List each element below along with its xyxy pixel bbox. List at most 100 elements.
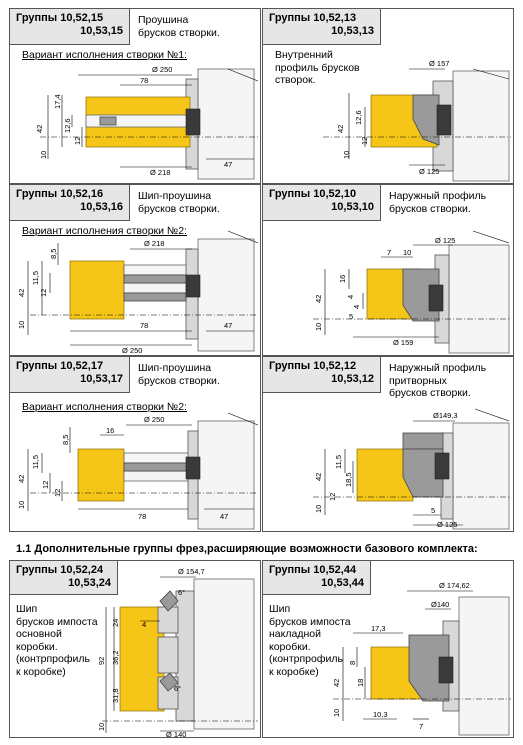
dim-h-d: 5: [349, 312, 353, 321]
dim-h-base: 10: [342, 151, 351, 159]
dim-h-d: 4: [142, 620, 146, 629]
panel-10-52-16: Группы 10,52,16 10,53,16 Шип-проушина бр…: [9, 184, 261, 356]
dim-d-top: Ø 157: [429, 59, 449, 68]
panel-title-line1: Группы 10,52,15: [16, 12, 104, 24]
panel-10-52-10: Группы 10,52,10 10,53,10 Наружный профил…: [262, 184, 514, 356]
dim-h-b: 36,2: [111, 650, 120, 665]
dim-d-bot: Ø 125: [437, 520, 457, 529]
panel-header: Группы 10,52,44 10,53,44: [263, 561, 371, 595]
dim-h-total: 42: [17, 289, 26, 297]
dim-h-a: 11,5: [334, 455, 343, 469]
dim-d-bot: Ø 125: [419, 167, 439, 176]
panel-description: Шип-проушина брусков створки.: [138, 362, 220, 387]
dim-len-top: 78: [140, 321, 148, 330]
dim-h-a: 17,4: [53, 94, 62, 109]
panel-10-52-44: Группы 10,52,44 10,53,44 Шип брусков имп…: [262, 560, 514, 738]
dim-d-bot: Ø 250: [122, 346, 142, 355]
panel-title-line1: Группы 10,52,10: [269, 188, 357, 200]
panel-10-52-13: Группы 10,52,13 10,53,13 Внутренний проф…: [262, 8, 514, 184]
dim-w-a: 7: [387, 248, 391, 257]
dim-h-total: 42: [314, 295, 323, 303]
panel-title-line2: 10,53,16: [80, 201, 123, 213]
dim-ang-b: 6°: [174, 684, 181, 693]
dim-h-b: 18,5: [344, 472, 353, 487]
dim-h-c: 31,8: [111, 688, 120, 703]
cutter-drawing: Ø 174,62 Ø140 17,3 42 8 18 10 10,3 7: [332, 581, 511, 736]
cutter-drawing: Ø 154,7 6° 6° 4 Ø 140 92 24 36,2 31,8 10: [97, 567, 258, 738]
dim-h-b: 4: [346, 295, 355, 299]
panel-header: Группы 10,52,17 10,53,17: [10, 357, 130, 393]
dim-len-a: 16: [106, 426, 114, 435]
panel-title-line2: 10,53,15: [80, 25, 123, 37]
dim-len-bot: 47: [224, 160, 232, 169]
dim-d-top: Ø 250: [144, 415, 164, 424]
panel-header: Группы 10,52,12 10,53,12: [263, 357, 381, 393]
dim-w-b: 10: [403, 248, 411, 257]
dim-h-total: 92: [97, 657, 106, 665]
dim-h-base: 10: [314, 323, 323, 331]
panel-title-line2: 10,53,44: [321, 577, 364, 589]
dim-h-base: 10: [97, 723, 106, 731]
dim-d-top: Ø149,3: [433, 411, 458, 420]
cutter-drawing: Ø 157 Ø 125 42 12,6 12 10: [323, 59, 511, 182]
panel-header: Группы 10,52,24 10,53,24: [10, 561, 118, 595]
panel-title-line2: 10,53,17: [80, 373, 123, 385]
panel-title-line1: Группы 10,52,44: [269, 564, 357, 576]
variant-label: Вариант исполнения створки №2:: [22, 225, 187, 237]
dim-h-a: 8,5: [61, 435, 70, 445]
dim-h-a: 12,6: [354, 110, 363, 125]
dim-h-total: 42: [336, 125, 345, 133]
dim-h-b: 11,5: [31, 271, 40, 285]
dim-h-base: 10: [17, 321, 26, 329]
panel-title-line1: Группы 10,52,12: [269, 360, 357, 372]
dim-ang-a: 6°: [178, 588, 185, 597]
dim-w-b: 7: [419, 722, 423, 731]
cutter-drawing: Ø 125 7 10 Ø 159 42 16 4 4 5 10: [313, 230, 511, 354]
dim-d-top: Ø 154,7: [178, 567, 205, 576]
panel-title-line2: 10,53,24: [68, 577, 111, 589]
dim-h-a: 24: [111, 619, 120, 627]
cutter-drawing: Ø 250 16 78 47 42 8,5 11,5 12 12 10: [17, 412, 259, 530]
panel-title-line1: Группы 10,52,24: [16, 564, 104, 576]
dim-d-top: Ø 250: [152, 65, 172, 74]
dim-d-bot: Ø 140: [166, 730, 186, 738]
dim-h-c: 12: [360, 137, 369, 145]
dim-h-total: 42: [314, 473, 323, 481]
dim-h-c: 4: [352, 305, 361, 309]
dim-d-top: Ø 174,62: [439, 581, 470, 590]
dim-len-bot: 47: [220, 512, 228, 521]
dim-h-c: 12: [39, 289, 48, 297]
panel-title-line1: Группы 10,52,13: [269, 12, 357, 24]
dim-d-top: Ø 218: [144, 239, 164, 248]
dim-len-top: 78: [138, 512, 146, 521]
dim-h-total: 42: [35, 125, 44, 133]
panel-header: Группы 10,52,15 10,53,15: [10, 9, 130, 45]
dim-w-a: 5: [431, 506, 435, 515]
dim-h-d: 12: [53, 489, 62, 497]
variant-label: Вариант исполнения створки №2:: [22, 401, 187, 413]
dim-h-total: 42: [332, 679, 341, 687]
cutter-drawing: Ø149,3 5 Ø 125 42 11,5 18,5 12 10: [313, 408, 511, 530]
panel-10-52-12: Группы 10,52,12 10,53,12 Наружный профил…: [262, 356, 514, 532]
dim-h-b: 12,6: [63, 118, 72, 133]
section-title: 1.1 Дополнительные группы фрез,расширяющ…: [16, 543, 478, 555]
dim-h-c: 12: [73, 137, 82, 145]
dim-h-total: 42: [17, 475, 26, 483]
dim-d-top: Ø 125: [435, 236, 455, 245]
dim-h-c: 18: [356, 679, 365, 687]
panel-header: Группы 10,52,13 10,53,13: [263, 9, 381, 45]
cutter-drawing: Ø 250 78 Ø 218 47 42 17,4 12,6 12 10: [35, 65, 259, 180]
dim-d-bot: Ø 159: [393, 338, 413, 347]
dim-len-bot: 47: [224, 321, 232, 330]
panel-title-line2: 10,53,13: [331, 25, 374, 37]
dim-h-b: 11,5: [31, 455, 40, 469]
dim-d-bot: Ø 218: [150, 168, 170, 177]
panel-description: Проушина брусков створки.: [138, 14, 220, 39]
panel-10-52-24: Группы 10,52,24 10,53,24 Шип брусков имп…: [9, 560, 261, 738]
panel-title-line2: 10,53,12: [331, 373, 374, 385]
cutter-drawing: Ø 218 78 47 Ø 250 42 8,5 11,5 12 10: [17, 230, 259, 355]
dim-h-c: 12: [328, 493, 337, 501]
dim-h-base: 10: [17, 501, 26, 509]
panel-description: Внутренний профиль брусков створок.: [275, 49, 360, 86]
panel-description: Шип брусков импоста накладной коробки. (…: [269, 603, 351, 678]
